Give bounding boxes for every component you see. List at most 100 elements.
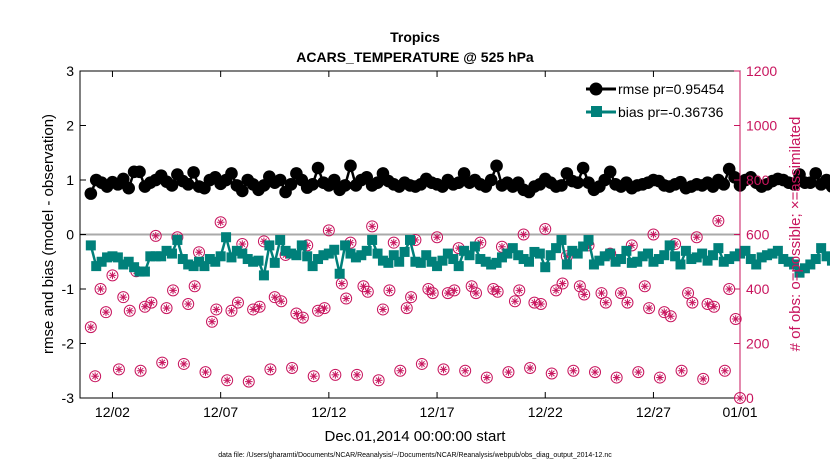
obs-assimilated-mark [408,294,415,301]
obs-possible-circle [387,236,400,249]
rmse-point [603,165,617,179]
obs-assimilated-mark [159,359,166,366]
obs-count-point [610,371,623,384]
rmse-point [804,176,817,190]
obs-possible-circle [643,302,656,315]
y2-tick-label: 200 [746,336,770,352]
obs-assimilated-mark [170,287,177,294]
obs-count-point [188,280,201,293]
obs-possible-circle [138,300,151,313]
bias-point [507,243,518,254]
obs-count-point [112,363,125,376]
obs-assimilated-mark [613,374,620,381]
bias-point [572,248,583,259]
obs-possible-circle [610,371,623,384]
obs-assimilated-mark [397,367,404,374]
rmse-point [225,167,238,180]
obs-assimilated-mark [527,364,534,372]
obs-count-point [632,366,645,379]
obs-assimilated-mark [390,239,397,246]
bias-point [183,259,194,270]
bias-point [707,250,718,261]
obs-possible-circle [340,292,353,305]
obs-count-point [658,306,671,319]
obs-assimilated-mark [650,231,657,238]
bias-point [670,251,681,262]
obs-assimilated-mark [245,378,252,385]
rmse-point [787,178,801,191]
bias-point [107,251,118,262]
bias-point [518,254,529,265]
obs-assimilated-mark [271,294,278,301]
obs-assimilated-mark [256,303,263,310]
bias-point [156,251,167,262]
bias-point [410,256,421,267]
bias-point [567,245,578,256]
rmse-point [452,176,465,190]
obs-possible-circle [448,284,461,297]
obs-assimilated-mark [137,367,144,374]
obs-assimilated-mark [148,299,155,306]
obs-count-point [247,303,260,316]
obs-possible-circle [712,214,725,227]
obs-assimilated-mark [224,377,231,384]
obs-possible-circle [210,303,223,316]
obs-possible-circle [99,306,112,319]
bias-point [377,255,388,266]
obs-assimilated-mark [369,223,376,230]
obs-assimilated-mark [97,285,104,293]
obs-count-point [556,277,569,290]
obs-assimilated-mark [617,290,625,297]
obs-possible-circle [415,357,428,370]
rmse-series [84,159,830,200]
obs-assimilated-mark [325,227,332,234]
rmse-point [306,178,319,191]
bias-point [258,270,269,281]
obs-count-point [177,357,190,370]
obs-assimilated-mark [732,315,739,323]
obs-assimilated-mark [726,285,733,293]
obs-possible-circle [459,364,472,377]
obs-assimilated-mark [494,288,501,295]
bias-point [129,262,140,273]
obs-assimilated-mark [234,299,242,306]
obs-count-point [723,283,736,295]
x-axis-label: Dec.01,2014 00:00:00 start [325,428,507,445]
y-axis-label: rmse and bias (model - observation) [40,114,57,354]
obs-possible-circle [123,304,136,317]
y-tick-label: -1 [62,281,75,297]
chart-subtitle: ACARS_TEMPERATURE @ 525 hPa [296,49,534,65]
obs-assimilated-mark [293,310,300,317]
obs-possible-circle [508,295,521,308]
obs-possible-circle [534,297,547,310]
bias-point [621,245,632,256]
bias-point [388,250,399,261]
obs-possible-circle [307,370,320,383]
bias-point [529,246,540,257]
x-tick-label: 12/02 [95,404,130,420]
bias-point [280,245,291,256]
obs-possible-circle [296,311,309,324]
rmse-point [484,173,498,187]
bias-point [96,256,107,267]
bias-point [231,245,242,256]
bias-point [372,248,383,259]
y-tick-label: -2 [62,336,75,352]
rmse-point [181,178,195,191]
obs-assimilated-mark [343,295,350,302]
bias-point [194,256,205,267]
obs-possible-circle [177,357,190,370]
bias-point [588,259,599,270]
y2-tick-label: 400 [746,281,770,297]
obs-possible-circle [366,220,379,233]
obs-possible-circle [290,307,303,320]
x-tick-label: 12/07 [203,404,238,420]
bias-point [166,248,177,259]
obs-assimilated-mark [520,231,527,238]
obs-assimilated-mark [278,298,285,305]
bias-point [102,252,113,263]
bias-point [264,240,275,251]
bias-point [778,254,789,265]
bias-point [199,261,210,272]
